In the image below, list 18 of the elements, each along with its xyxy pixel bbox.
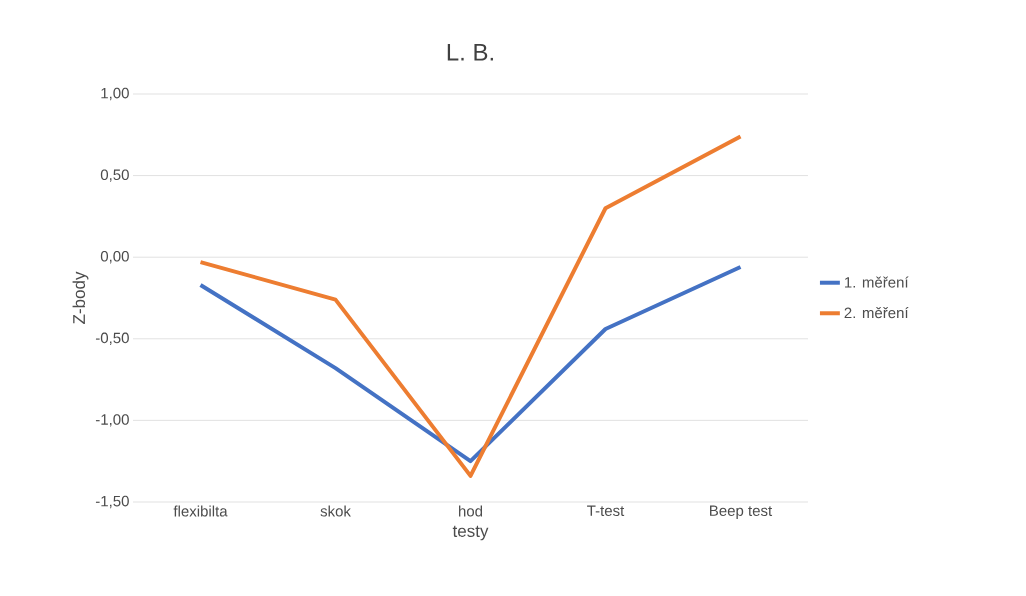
- line-series: [198, 264, 743, 464]
- y-tick-label: 0,50: [100, 169, 129, 182]
- x-tick-label: hod: [459, 505, 483, 517]
- line-series: [198, 134, 743, 478]
- x-tick-label: skok: [320, 505, 351, 517]
- x-tick-label: T-test: [587, 505, 625, 516]
- y-tick-label: 1,00: [101, 87, 129, 101]
- legend-label: 1. měření: [845, 276, 909, 288]
- y-tick-label: -1,50: [95, 495, 129, 509]
- chart-title: L. B.: [447, 43, 493, 61]
- y-axis-title: Z-body: [72, 271, 89, 324]
- x-tick-label: flexibilta: [173, 505, 228, 517]
- y-tick-label: -0,50: [95, 332, 129, 345]
- legend-label: 2. měření: [844, 306, 909, 319]
- y-tick-label: -1,00: [95, 414, 129, 427]
- y-tick-label: 0,00: [100, 250, 129, 264]
- x-axis-title: testy: [452, 525, 489, 541]
- x-tick-label: Beep test: [710, 505, 773, 519]
